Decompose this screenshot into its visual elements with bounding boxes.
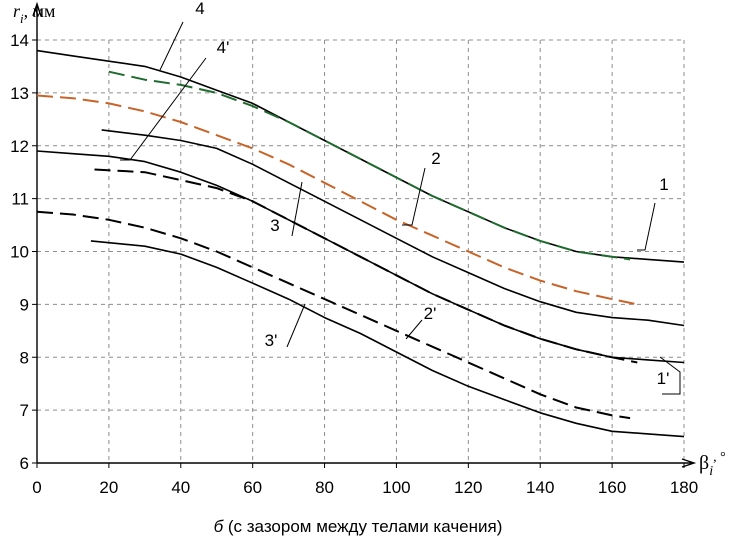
y-tick-label: 6 — [20, 454, 29, 473]
x-tick-label: 160 — [598, 478, 626, 497]
y-tick-label: 12 — [10, 137, 29, 156]
y-axis-arrow — [32, 1, 42, 17]
series-line-4-prime — [94, 168, 638, 364]
curve-label-leader — [291, 181, 303, 237]
series-line-4 — [108, 70, 631, 261]
curve-label: 4' — [217, 38, 230, 57]
curve-label-leader — [159, 21, 184, 71]
series-line-2-prime — [36, 210, 631, 420]
curve-label: 4 — [195, 0, 204, 18]
x-tick-label: 20 — [99, 478, 118, 497]
grid — [37, 39, 685, 463]
y-tick-label: 13 — [10, 84, 29, 103]
series-lines — [36, 49, 685, 438]
curve-label: 1 — [659, 175, 668, 194]
y-tick-label: 7 — [20, 401, 29, 420]
series-line-3 — [101, 129, 685, 327]
curve-label-leader — [659, 356, 681, 395]
y-tick-label: 11 — [11, 190, 29, 209]
curve-label: 3 — [270, 216, 279, 235]
x-tick-label: 60 — [243, 478, 262, 497]
curve-labels: 4 4' 2 1 3 2' 3' 1' — [120, 0, 681, 395]
chart-caption: б (с зазором между телами качения) — [214, 517, 503, 536]
x-tick-label: 80 — [315, 478, 334, 497]
curve-label-leader — [637, 202, 656, 251]
curve-label: 1' — [657, 369, 670, 388]
x-axis-label: βi, ° — [699, 450, 726, 479]
x-tick-label: 40 — [171, 478, 190, 497]
x-tick-label: 120 — [454, 478, 482, 497]
y-tick-label: 9 — [20, 295, 29, 314]
curve-label-leader — [405, 319, 423, 340]
y-tick-label: 14 — [10, 31, 29, 50]
axes — [32, 1, 697, 468]
series-line-3-prime — [90, 240, 685, 438]
series-line-2 — [36, 94, 638, 306]
x-tick-label: 180 — [670, 478, 698, 497]
curve-label-leader — [120, 57, 207, 161]
curve-label: 2 — [431, 149, 440, 168]
x-tick-label: 0 — [32, 478, 41, 497]
curve-label: 2' — [424, 304, 437, 323]
x-tick-label: 140 — [526, 478, 554, 497]
curve-label-leader — [402, 167, 426, 226]
y-tick-label: 10 — [10, 243, 29, 262]
x-axis-arrow — [681, 458, 697, 468]
y-axis-label: ri, мм — [13, 1, 55, 26]
y-tick-label: 8 — [20, 348, 29, 367]
x-tick-label: 100 — [382, 478, 410, 497]
curve-label-leader — [286, 303, 306, 348]
series-line-1 — [36, 49, 685, 263]
curve-label: 3' — [265, 331, 278, 350]
